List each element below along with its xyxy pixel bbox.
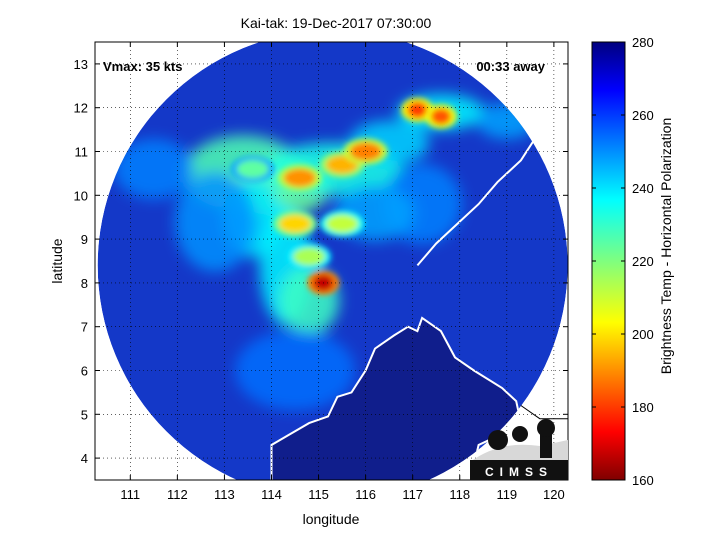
y-tick-label: 12: [74, 101, 88, 116]
colorbar-tick-label: 240: [632, 181, 654, 196]
convective-core: [407, 101, 428, 118]
coastline-palawan: [416, 102, 564, 267]
x-tick-label: 119: [496, 487, 517, 502]
colorbar-label: Brightness Temp - Horizontal Polarizatio…: [658, 118, 674, 375]
colorbar-tick-label: 200: [632, 327, 654, 342]
vmax-annotation: Vmax: 35 kts: [103, 59, 183, 74]
convective-core: [236, 160, 269, 179]
convective-core: [349, 142, 382, 161]
y-axis-label: latitude: [49, 238, 65, 283]
convective-core: [326, 214, 359, 233]
colorbar-tick-label: 160: [632, 473, 654, 488]
convective-core: [283, 168, 316, 187]
x-axis-label: longitude: [303, 511, 360, 527]
colorbar-ticks: 160 180 200 220 240 260 280: [592, 35, 654, 488]
colorbar-tick-label: 260: [632, 108, 654, 123]
x-tick-label: 112: [167, 487, 188, 502]
logo-text: CIMSS: [485, 465, 553, 479]
x-tick-label: 114: [261, 487, 282, 502]
x-tick-label: 115: [308, 487, 329, 502]
y-tick-label: 6: [81, 364, 88, 379]
axes-frame: [94, 41, 569, 481]
colorbar-tick-label: 280: [632, 35, 654, 50]
x-tick-label: 118: [449, 487, 470, 502]
time-away-annotation: 00:33 away: [476, 59, 545, 74]
cloud-region: [476, 102, 537, 139]
y-tick-label: 7: [81, 320, 88, 335]
coastline-outer: [520, 405, 568, 420]
y-tick-label: 11: [75, 145, 89, 160]
y-tick-label: 8: [81, 276, 88, 291]
convective-core: [430, 108, 451, 125]
colorbar: 160 180 200 220 240 260 280 Brightness Temp - …: [591, 35, 674, 488]
cloud-region: [175, 171, 256, 272]
x-tick-label: 120: [543, 487, 565, 502]
convective-core: [293, 247, 326, 266]
cimss-logo: CIMSS: [470, 419, 568, 480]
colorbar-gradient: [591, 41, 626, 481]
chart-title: Kai-tak: 19-Dec-2017 07:30:00: [241, 15, 432, 31]
cloud-region: [113, 139, 194, 200]
x-tick-label: 113: [214, 487, 235, 502]
colorbar-tick-label: 220: [632, 254, 654, 269]
y-tick-label: 4: [81, 451, 88, 466]
x-tick-label: 116: [355, 487, 376, 502]
y-tick-label: 13: [74, 57, 88, 72]
y-tick-label: 10: [74, 188, 88, 203]
colorbar-tick-label: 180: [632, 400, 654, 415]
y-tick-label: 5: [81, 407, 88, 422]
y-tick-label: 9: [81, 232, 88, 247]
x-tick-label: 117: [402, 487, 423, 502]
y-axis-ticks: 4 5 6 7 8 9 10 11 12 13: [74, 57, 568, 466]
plot-area: [95, 42, 568, 480]
x-tick-label: 111: [120, 487, 140, 502]
grid: [95, 42, 568, 480]
x-axis-ticks: 111 112 113 114 115 116 117 118 119 120: [120, 42, 565, 502]
convective-core: [279, 214, 312, 233]
